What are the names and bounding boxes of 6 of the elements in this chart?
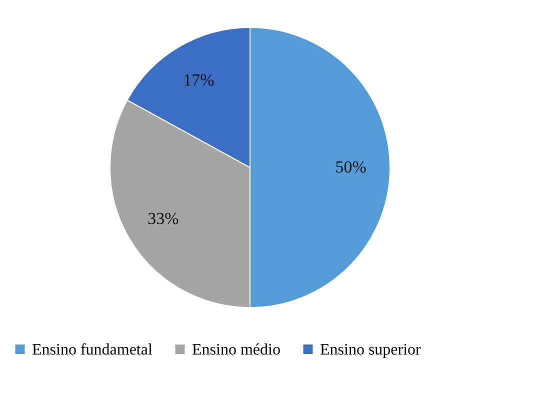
data-label: 50%	[335, 158, 366, 176]
legend-label: Ensino médio	[192, 341, 280, 358]
legend-label: Ensino fundametal	[32, 341, 153, 358]
legend-label: Ensino superior	[320, 341, 422, 358]
data-label: 17%	[183, 70, 214, 90]
data-label: 33%	[148, 208, 179, 228]
